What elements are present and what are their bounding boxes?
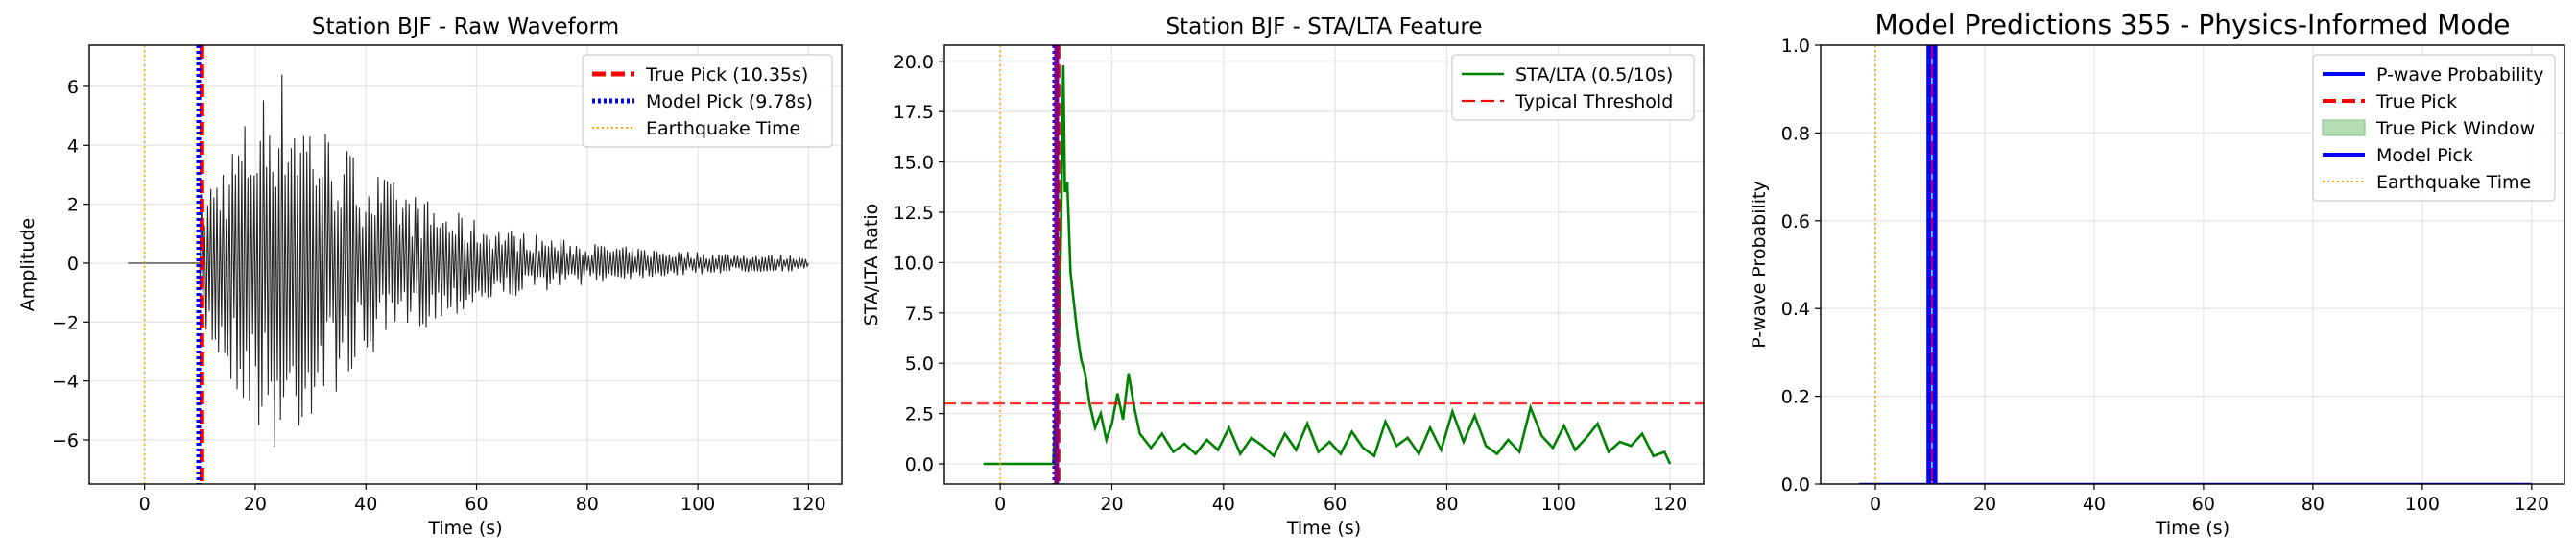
legend-label: True Pick Window	[2375, 118, 2535, 139]
chart-panel-1: 0 20 40 60 80 100 120 −6 −4 −2 0 2 4 6 Station BJF - R…	[17, 14, 843, 539]
x-tick-label: 40	[1212, 494, 1235, 515]
y-tick-label: 1.0	[1781, 36, 1810, 57]
legend-label: Earthquake Time	[646, 118, 800, 139]
x-tick-label: 60	[2192, 494, 2215, 515]
x-tick-label: 120	[2515, 494, 2549, 515]
waveform-trace	[128, 74, 809, 448]
x-tick-label: 120	[791, 494, 825, 515]
x-tick-label: 20	[1973, 494, 1996, 515]
y-tick-label: 0.6	[1781, 211, 1810, 232]
y-tick-label: 0.2	[1781, 387, 1810, 408]
y-tick-label: 4	[67, 135, 79, 157]
y-tick-label: 0.4	[1781, 299, 1810, 320]
x-tick-label: 80	[2302, 494, 2325, 515]
y-tick-label: 2.5	[905, 404, 934, 425]
y-tick-label: 7.5	[905, 304, 934, 325]
y-tick-label: 0.0	[905, 454, 934, 475]
x-axis-label: Time (s)	[1286, 518, 1361, 539]
plot-area	[1858, 45, 2532, 484]
x-tick-label: 120	[1653, 494, 1687, 515]
y-tick-label: −6	[52, 430, 79, 451]
y-axis-label: STA/LTA Ratio	[861, 204, 882, 327]
chart-title: Model Predictions 355 - Physics-Informed…	[1874, 9, 2510, 40]
y-tick-label: 17.5	[894, 102, 934, 123]
legend-label: Earthquake Time	[2376, 172, 2531, 193]
x-tick-label: 40	[354, 494, 377, 515]
y-tick-label: 0.8	[1781, 123, 1810, 144]
x-tick-label: 60	[465, 494, 488, 515]
x-tick-label: 80	[1435, 494, 1458, 515]
series-line	[983, 64, 1672, 466]
y-tick-label: 5.0	[905, 353, 934, 375]
legend-label: P-wave Probability	[2376, 64, 2544, 85]
y-tick-label: 12.5	[894, 203, 934, 224]
legend: P-wave Probability True Pick True Pick Win…	[2312, 54, 2556, 202]
y-tick-label: 10.0	[894, 253, 934, 274]
chart-panel-2: 0 20 40 60 80 100 120 0.0 2.5 5.0 7.5 10.0 12.5 15.0 1…	[861, 14, 1705, 539]
legend-box	[1451, 54, 1695, 121]
legend-label: STA/LTA (0.5/10s)	[1515, 64, 1673, 85]
axes-frame	[1820, 44, 2565, 485]
legend-label: Model Pick	[2376, 145, 2473, 166]
y-tick-label: 0.0	[1781, 474, 1810, 496]
y-axis-label: Amplitude	[17, 218, 38, 311]
axes-frame	[88, 44, 843, 485]
x-tick-label: 0	[139, 494, 151, 515]
legend: True Pick (10.35s) Model Pick (9.78s) Eart…	[582, 54, 833, 148]
y-tick-label: 15.0	[894, 153, 934, 174]
x-tick-label: 100	[2405, 494, 2440, 515]
legend-label: True Pick	[2375, 91, 2457, 112]
y-tick-label: 20.0	[894, 52, 934, 73]
x-tick-label: 100	[680, 494, 715, 515]
legend-label: True Pick (10.35s)	[645, 64, 808, 85]
x-tick-label: 0	[1870, 494, 1881, 515]
x-tick-label: 100	[1541, 494, 1576, 515]
plot-area	[944, 45, 1704, 484]
x-tick-label: 80	[576, 494, 599, 515]
x-tick-label: 20	[1100, 494, 1123, 515]
legend: STA/LTA (0.5/10s) Typical Threshold	[1451, 54, 1695, 121]
y-tick-label: 6	[67, 77, 79, 98]
chart-panel-3: 0 20 40 60 80 100 120 0.0 0.2 0.4 0.6 0.8 1.0 Model P…	[1749, 9, 2565, 539]
legend-swatch	[2322, 119, 2366, 136]
x-tick-label: 0	[994, 494, 1006, 515]
chart-title: Station BJF - Raw Waveform	[312, 14, 619, 39]
y-tick-label: 2	[67, 195, 79, 216]
x-tick-label: 20	[244, 494, 267, 515]
y-tick-label: −4	[52, 372, 79, 393]
chart-title: Station BJF - STA/LTA Feature	[1165, 14, 1482, 39]
x-tick-label: 60	[1324, 494, 1347, 515]
x-axis-label: Time (s)	[427, 518, 502, 539]
legend-box	[2312, 54, 2556, 202]
plot-area	[128, 45, 809, 484]
axes-frame	[943, 44, 1705, 485]
x-tick-label: 40	[2083, 494, 2106, 515]
y-axis-label: P-wave Probability	[1749, 181, 1770, 349]
x-axis-label: Time (s)	[2155, 518, 2230, 539]
y-tick-label: −2	[52, 312, 79, 333]
legend-label: Typical Threshold	[1515, 91, 1673, 112]
legend-box	[582, 54, 833, 148]
legend-label: Model Pick (9.78s)	[646, 91, 813, 112]
y-tick-label: 0	[67, 254, 79, 275]
